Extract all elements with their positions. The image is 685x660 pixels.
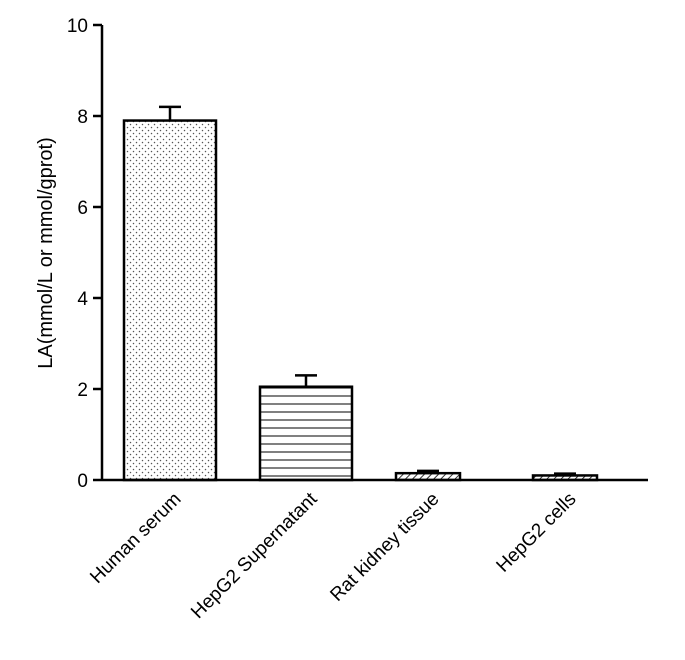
- y-tick-label: 6: [77, 198, 88, 219]
- y-tick-label: 4: [77, 289, 88, 310]
- y-tick-label: 8: [77, 107, 88, 128]
- x-category-label: HepG2 cells: [493, 489, 581, 577]
- y-tick-label: 10: [67, 16, 88, 37]
- x-category-label: Rat kidney tissue: [326, 489, 443, 606]
- y-tick-label: 0: [77, 471, 88, 492]
- x-category-label: Human serum: [86, 489, 185, 588]
- y-axis-ticks: 0 2 4 6 8 10: [67, 16, 102, 492]
- bar: [258, 385, 354, 482]
- bars: [122, 105, 599, 482]
- y-axis-title: LA(mmol/L or mmol/gprot): [35, 137, 57, 369]
- x-category-label: HepG2 Supernatant: [187, 488, 322, 623]
- bar: [122, 119, 218, 482]
- y-tick-label: 2: [77, 380, 88, 401]
- x-axis-labels: Human serum HepG2 Supernatant Rat kidney t…: [86, 488, 580, 623]
